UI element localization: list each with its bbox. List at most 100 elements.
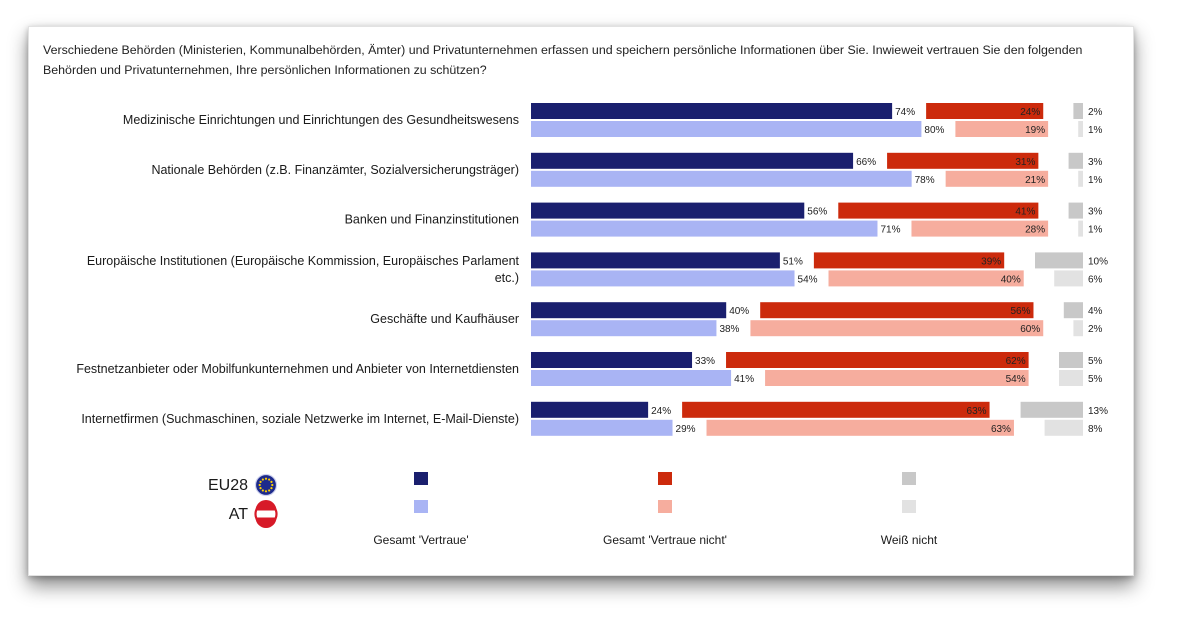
eu-flag-star: [264, 490, 268, 493]
dontknow-bar: [1078, 121, 1083, 137]
distrust-bar: [750, 320, 1044, 337]
trust-bar: [531, 152, 854, 169]
legend-swatch-eu28: [902, 472, 916, 485]
dontknow-value-label: 5%: [1088, 374, 1103, 385]
legend-column-label: Weiß nicht: [881, 533, 938, 547]
trust-value-label: 51%: [783, 256, 803, 267]
dontknow-value-label: 1%: [1088, 125, 1103, 136]
trust-bar: [531, 252, 780, 269]
distrust-value-label: 63%: [967, 406, 987, 417]
eu-flag-icon: [254, 473, 278, 497]
legend-swatch-eu28: [658, 472, 672, 485]
distrust-value-label: 41%: [1015, 207, 1035, 218]
trust-bar: [531, 202, 805, 219]
dontknow-value-label: 13%: [1088, 406, 1108, 417]
dontknow-value-label: 8%: [1088, 424, 1103, 435]
dontknow-value-label: 5%: [1088, 356, 1103, 367]
trust-value-label: 54%: [798, 274, 818, 285]
dontknow-bar: [1059, 352, 1083, 368]
trust-bar: [531, 170, 912, 187]
distrust-value-label: 39%: [981, 256, 1001, 267]
distrust-value-label: 60%: [1020, 324, 1040, 335]
dontknow-value-label: 10%: [1088, 256, 1108, 267]
category-label: Europäische Institutionen (Europäische K…: [87, 254, 520, 268]
trust-bar: [531, 220, 878, 237]
trust-value-label: 40%: [729, 306, 749, 317]
dontknow-bar: [1068, 152, 1083, 169]
dontknow-bar: [1078, 170, 1083, 187]
trust-bar: [531, 370, 732, 386]
dontknow-bar: [1054, 270, 1083, 287]
trust-bar: [531, 302, 727, 319]
category-label: Nationale Behörden (z.B. Finanzämter, So…: [151, 163, 519, 177]
trust-value-label: 41%: [734, 374, 754, 385]
eu-flag-star: [270, 487, 273, 490]
at-flag-stripe: [255, 500, 277, 511]
legend-column-label: Gesamt 'Vertraue': [373, 533, 468, 547]
trust-value-label: 78%: [915, 175, 935, 186]
category-label: Internetfirmen (Suchmaschinen, soziale N…: [81, 412, 519, 426]
trust-bar: [531, 419, 673, 436]
trust-value-label: 80%: [924, 125, 944, 136]
distrust-value-label: 54%: [1006, 374, 1026, 385]
trust-value-label: 33%: [695, 356, 715, 367]
distrust-value-label: 21%: [1025, 175, 1045, 186]
trust-value-label: 74%: [895, 107, 915, 118]
distrust-bar: [726, 352, 1029, 368]
trust-value-label: 56%: [807, 207, 827, 218]
dontknow-bar: [1068, 202, 1083, 219]
distrust-value-label: 40%: [1001, 274, 1021, 285]
legend-row-label: AT: [229, 506, 248, 523]
eu-flag-star: [268, 489, 271, 492]
dontknow-value-label: 1%: [1088, 225, 1103, 236]
dontknow-value-label: 3%: [1088, 207, 1103, 218]
eu-flag-star: [264, 477, 268, 480]
eu-flag-star: [259, 480, 262, 483]
dontknow-bar: [1063, 302, 1083, 319]
distrust-bar: [760, 302, 1034, 319]
dontknow-bar: [1044, 419, 1083, 436]
category-label: etc.): [495, 271, 519, 285]
distrust-bar: [955, 121, 1049, 137]
dontknow-value-label: 1%: [1088, 175, 1103, 186]
trust-bar: [531, 320, 717, 337]
legend-column-label: Gesamt 'Vertraue nicht': [603, 533, 727, 547]
dontknow-bar: [1078, 220, 1083, 237]
distrust-value-label: 63%: [991, 424, 1011, 435]
eu-flag-star: [271, 483, 274, 487]
dontknow-value-label: 2%: [1088, 324, 1103, 335]
eu-flag-star: [258, 483, 261, 487]
trust-value-label: 24%: [651, 406, 671, 417]
distrust-bar: [706, 419, 1014, 436]
legend-swatch-at: [658, 500, 672, 513]
distrust-bar: [765, 370, 1029, 386]
at-flag-stripe: [255, 517, 277, 528]
dontknow-bar: [1059, 370, 1083, 386]
distrust-bar: [813, 252, 1005, 269]
distrust-bar: [682, 401, 990, 418]
trust-bar: [531, 401, 649, 418]
distrust-value-label: 56%: [1010, 306, 1030, 317]
dontknow-value-label: 4%: [1088, 306, 1103, 317]
trust-value-label: 66%: [856, 157, 876, 168]
category-label: Festnetzanbieter oder Mobilfunkunternehm…: [76, 362, 519, 376]
distrust-value-label: 62%: [1006, 356, 1026, 367]
distrust-bar: [838, 202, 1039, 219]
trust-bar: [531, 352, 693, 368]
eu-flag-star: [261, 489, 264, 492]
eu-flag-star: [268, 478, 271, 481]
dontknow-bar: [1073, 103, 1083, 119]
trust-bar: [531, 121, 922, 137]
dontknow-value-label: 2%: [1088, 107, 1103, 118]
distrust-bar: [945, 170, 1049, 187]
eu-flag-star: [259, 487, 262, 490]
distrust-value-label: 31%: [1015, 157, 1035, 168]
distrust-bar: [828, 270, 1024, 287]
dontknow-bar: [1073, 320, 1083, 337]
trust-bar: [531, 103, 893, 119]
distrust-value-label: 24%: [1020, 107, 1040, 118]
dontknow-value-label: 3%: [1088, 157, 1103, 168]
eu-flag-star: [261, 478, 264, 481]
legend-swatch-at: [414, 500, 428, 513]
